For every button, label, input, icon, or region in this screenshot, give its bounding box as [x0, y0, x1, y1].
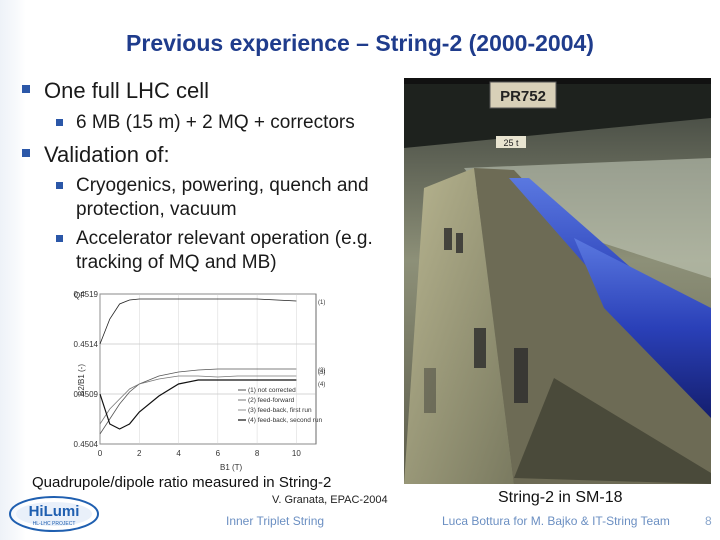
chart-caption: Quadrupole/dipole ratio measured in Stri…	[32, 474, 332, 491]
photo-sign-label: PR752	[500, 88, 546, 105]
hilumi-logo-graphic: HiLumi HL-LHC PROJECT	[9, 496, 99, 532]
legend-entry-1: (1) not corrected	[248, 387, 296, 394]
x-tick-label: 6	[216, 449, 221, 458]
slide-title: Previous experience – String-2 (2000-200…	[126, 30, 594, 56]
footer-left: Inner Triplet String	[226, 514, 325, 528]
legend-entry-3: (3) feed-back, first run	[248, 407, 312, 414]
series-line-1	[99, 298, 297, 345]
bullet-text: One full LHC cell	[44, 78, 210, 103]
photo-crane-label: 25 t	[503, 138, 519, 148]
bullet-square-icon	[22, 85, 30, 94]
chart-ylabel: B2/B1 (-)	[77, 364, 86, 396]
x-tick-label: 4	[176, 449, 181, 458]
series-line-3	[99, 375, 297, 425]
chart-xlabel: B1 (T)	[220, 463, 243, 472]
y-tick-label: 0.4504	[74, 440, 99, 449]
hilumi-logo: HiLumi HL-LHC PROJECT	[8, 494, 100, 534]
chart-ylabel-top: QF	[74, 291, 85, 300]
x-tick-label: 2	[137, 449, 142, 458]
chart-reference: V. Granata, EPAC-2004	[272, 494, 388, 506]
series-line-2	[99, 368, 297, 435]
bullet-text: Accelerator relevant operation (e.g. tra…	[76, 228, 373, 273]
x-tick-label: 8	[255, 449, 260, 458]
legend-entry-4: (4) feed-back, second run	[248, 417, 322, 424]
chart-series: (1) (2)(3) (4)	[99, 298, 325, 435]
logo-subtext: HL-LHC PROJECT	[33, 521, 76, 527]
left-gradient-bar	[0, 0, 26, 540]
x-tick-label: 10	[292, 449, 301, 458]
chart-svg: QF B2/B1 (-) B1 (T) 0.45190.45140.45090.…	[74, 290, 326, 472]
series-end-label-2: (2)	[318, 368, 325, 374]
footer-right: Luca Bottura for M. Bajko & IT-String Te…	[442, 514, 670, 528]
x-tick-label: 0	[98, 449, 103, 458]
bullet-text: Cryogenics, powering, quench and protect…	[76, 175, 369, 220]
bullet-text: Validation of:	[44, 142, 170, 167]
logo-text: HiLumi	[29, 503, 80, 520]
bullet-one-full-lhc-cell: One full LHC cell	[22, 78, 209, 104]
string2-photo-illustration: PR752 25 t	[404, 78, 711, 484]
series-line-4	[99, 379, 297, 430]
chart-legend: (1) not corrected (2) feed-forward (3) fee…	[238, 387, 322, 424]
series-end-label-1: (1)	[318, 300, 325, 306]
series-end-label-3: (3)	[318, 370, 325, 376]
legend-entry-2: (2) feed-forward	[248, 397, 295, 404]
quadrupole-dipole-chart: QF B2/B1 (-) B1 (T) 0.4519 0.4514 0.4509 0.…	[70, 286, 400, 472]
bullet-square-icon	[22, 149, 30, 158]
sub-bullet-magnets: 6 MB (15 m) + 2 MQ + correctors	[56, 111, 426, 135]
sub-bullet-cryogenics: Cryogenics, powering, quench and protect…	[56, 174, 394, 222]
sub-bullet-accelerator-operation: Accelerator relevant operation (e.g. tra…	[56, 227, 394, 275]
bullet-square-icon	[56, 235, 63, 242]
y-tick-label: 0.4509	[74, 390, 99, 399]
y-tick-label: 0.4519	[74, 290, 99, 299]
series-end-label-4: (4)	[318, 382, 325, 388]
y-tick-label: 0.4514	[74, 340, 99, 349]
bullet-square-icon	[56, 119, 63, 126]
string2-photo: PR752 25 t	[404, 78, 711, 484]
photo-caption: String-2 in SM-18	[498, 489, 623, 506]
page-number: 8	[705, 514, 712, 528]
bullet-text: 6 MB (15 m) + 2 MQ + correctors	[76, 112, 355, 133]
bullet-square-icon	[56, 182, 63, 189]
bullet-validation: Validation of:	[22, 142, 170, 168]
